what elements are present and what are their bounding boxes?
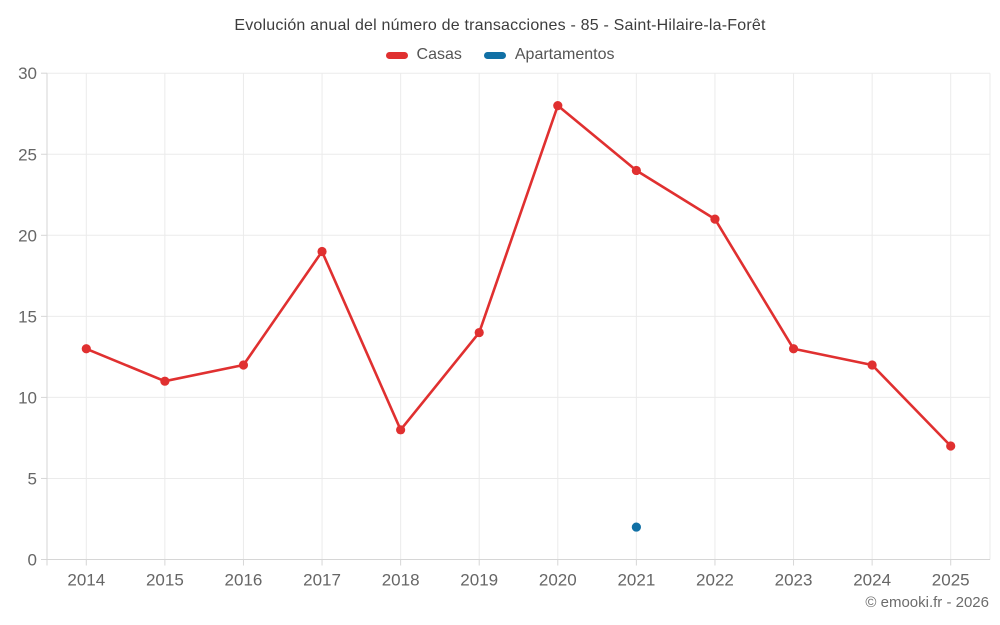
data-point-casas-2014 [81, 344, 91, 354]
chart-legend: Casas Apartamentos [0, 46, 1000, 64]
data-point-casas-2024 [867, 360, 877, 370]
x-tick-label: 2021 [617, 571, 655, 590]
legend-label-apartamentos: Apartamentos [514, 46, 615, 63]
x-tick-label: 2017 [303, 571, 341, 590]
y-tick-label: 0 [28, 551, 37, 570]
apartamentos-legend-marker-icon [483, 51, 506, 59]
data-point-apartamentos-2021 [631, 522, 641, 532]
x-tick-label: 2014 [67, 571, 105, 590]
data-point-casas-2017 [317, 246, 327, 257]
data-point-casas-2025 [946, 441, 956, 451]
y-tick-label: 10 [18, 388, 37, 407]
x-tick-label: 2020 [539, 571, 577, 590]
x-tick-label: 2018 [382, 571, 420, 590]
x-tick-label: 2015 [146, 571, 184, 590]
data-point-casas-2016 [238, 360, 249, 370]
x-tick-label: 2022 [696, 571, 734, 590]
x-tick-label: 2025 [932, 571, 970, 590]
y-tick-label: 5 [28, 469, 37, 488]
x-tick-label: 2019 [460, 571, 498, 590]
y-tick-label: 15 [18, 307, 37, 326]
data-point-casas-2018 [396, 425, 406, 435]
data-point-casas-2022 [710, 214, 720, 224]
legend-item-apartamentos[interactable]: Apartamentos [483, 46, 615, 64]
series-line-casas [84, 104, 953, 448]
data-point-casas-2019 [474, 327, 484, 338]
y-tick-label: 20 [18, 226, 37, 245]
chart-title: Evolución anual del número de transaccio… [234, 17, 766, 34]
x-tick-label: 2016 [225, 571, 263, 590]
x-tick-label: 2024 [853, 571, 891, 590]
x-tick-label: 2023 [775, 571, 813, 590]
data-point-casas-2021 [631, 165, 641, 176]
data-point-casas-2023 [788, 344, 799, 354]
y-tick-label: 25 [18, 145, 37, 164]
data-point-casas-2015 [160, 376, 170, 386]
y-tick-label: 30 [18, 64, 37, 83]
legend-label-casas: Casas [416, 46, 462, 63]
legend-item-casas[interactable]: Casas [385, 46, 462, 64]
data-point-casas-2020 [553, 101, 563, 111]
casas-legend-marker-icon [385, 51, 408, 59]
copyright-text: © emooki.fr - 2026 [865, 594, 989, 611]
